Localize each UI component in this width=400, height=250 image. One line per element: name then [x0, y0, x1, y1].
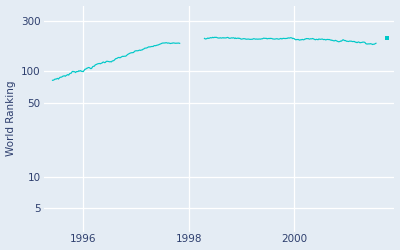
Y-axis label: World Ranking: World Ranking: [6, 81, 16, 156]
